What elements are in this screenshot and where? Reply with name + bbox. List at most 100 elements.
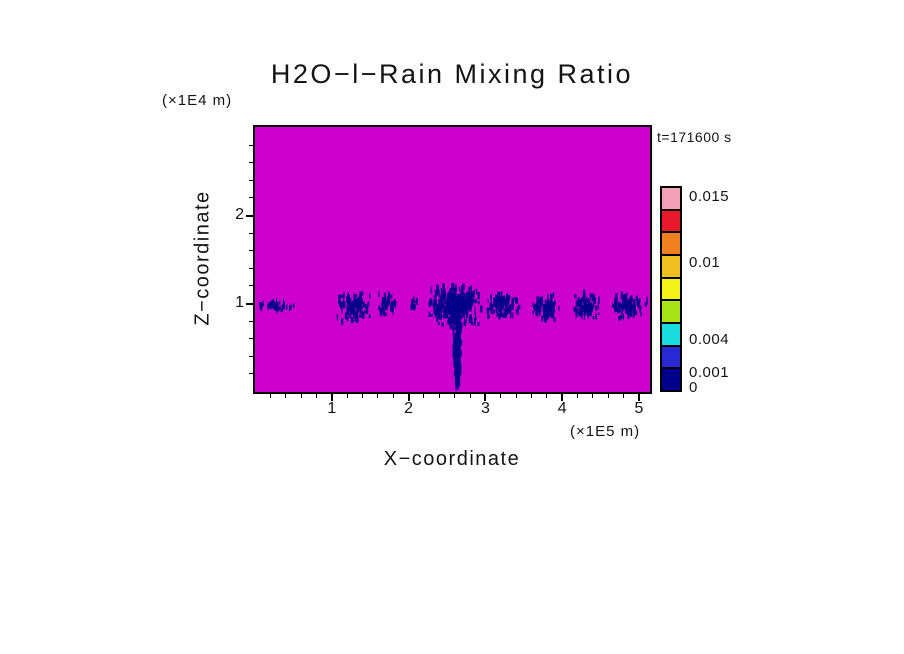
rain-feature-speckle [455, 284, 457, 291]
rain-feature-speckle [346, 316, 349, 322]
rain-feature-speckle [460, 285, 463, 293]
rain-feature-speckle [495, 294, 497, 299]
rain-feature-speckle [436, 313, 439, 321]
rain-feature-speckle [357, 297, 361, 305]
x-axis-tick [577, 394, 579, 398]
rain-feature-speckle [459, 345, 461, 350]
rain-feature-speckle [279, 306, 281, 310]
rain-feature-speckle [626, 306, 629, 311]
rain-feature-speckle [433, 307, 435, 315]
rain-feature-speckle [633, 299, 636, 305]
rain-feature-speckle [621, 307, 624, 315]
rain-feature-speckle [620, 291, 623, 300]
rain-feature-speckle [544, 314, 547, 322]
rain-feature-speckle [278, 301, 281, 305]
rain-feature-speckle [411, 298, 414, 306]
rain-feature-speckle [464, 316, 466, 324]
rain-feature-speckle [437, 307, 440, 315]
rain-feature-speckle [618, 316, 621, 321]
rain-feature-speckle [471, 297, 474, 302]
rain-feature-speckle [413, 296, 415, 302]
rain-feature-speckle [447, 298, 450, 303]
rain-feature-speckle [452, 344, 454, 351]
rain-feature-speckle [459, 339, 463, 346]
rain-feature-speckle [443, 283, 445, 288]
rain-feature-speckle [354, 300, 358, 307]
rain-feature-speckle [443, 306, 446, 313]
rain-feature-speckle [493, 297, 495, 305]
rain-feature-speckle [450, 306, 452, 310]
rain-feature-speckle [626, 299, 629, 303]
rain-feature-speckle [356, 297, 359, 304]
colorbar-segment [662, 188, 680, 209]
rain-feature-speckle [354, 297, 356, 305]
z-axis-unit-label: (×1E4 m) [162, 92, 233, 109]
rain-feature-speckle [344, 312, 348, 320]
x-axis-tick [392, 394, 394, 398]
rain-feature-speckle [380, 302, 383, 306]
z-axis-tick [249, 285, 253, 287]
rain-feature-speckle [617, 303, 619, 307]
rain-feature-speckle [622, 315, 624, 319]
rain-feature-speckle [474, 299, 477, 304]
rain-feature-speckle [639, 306, 641, 313]
rain-feature-speckle [552, 292, 555, 298]
rain-feature-speckle [498, 313, 501, 320]
rain-feature-speckle [368, 314, 371, 318]
rain-feature-speckle [458, 342, 460, 346]
rain-feature-speckle [453, 372, 457, 378]
rain-feature-speckle [591, 307, 593, 312]
rain-feature-speckle [547, 298, 549, 307]
rain-feature-speckle [384, 305, 386, 310]
rain-feature-speckle [493, 309, 496, 314]
rain-feature-speckle [627, 315, 630, 319]
rain-feature-speckle [573, 307, 576, 312]
rain-feature-speckle [497, 291, 500, 299]
rain-feature-speckle [458, 356, 460, 362]
rain-feature-speckle [444, 315, 447, 319]
rain-feature-speckle [357, 308, 360, 311]
rain-feature-speckle [535, 301, 539, 305]
rain-feature-speckle [452, 331, 455, 339]
rain-feature-speckle [589, 292, 591, 301]
rain-feature-speckle [350, 306, 353, 315]
rain-feature-speckle [359, 294, 361, 297]
rain-feature-speckle [624, 297, 626, 303]
rain-feature-speckle [438, 313, 441, 320]
rain-feature-speckle [452, 308, 455, 316]
rain-feature-speckle [442, 286, 445, 294]
z-axis-tick [249, 144, 253, 146]
rain-feature-speckle [625, 297, 627, 306]
rain-feature-speckle [487, 314, 490, 319]
rain-feature-speckle [551, 311, 554, 319]
rain-feature-speckle [460, 351, 462, 357]
rain-feature-speckle [477, 292, 480, 300]
z-axis-tick [249, 197, 253, 199]
rain-feature-speckle [435, 309, 438, 315]
rain-feature-speckle [442, 310, 444, 314]
x-axis-tick [607, 394, 609, 398]
rain-feature-speckle [439, 304, 442, 310]
rain-feature-speckle [449, 290, 453, 295]
rain-feature-speckle [506, 298, 508, 302]
x-axis-tick [484, 394, 487, 401]
rain-feature-speckle [585, 295, 587, 302]
rain-feature-speckle [454, 316, 457, 322]
rain-feature-speckle [507, 295, 510, 300]
rain-feature-speckle [588, 299, 591, 307]
rain-feature-speckle [453, 288, 456, 294]
rain-feature-speckle [511, 298, 515, 305]
rain-feature-speckle [472, 291, 475, 296]
rain-feature-speckle [338, 301, 342, 307]
rain-feature-speckle [474, 310, 476, 315]
rain-feature-speckle [346, 296, 349, 303]
rain-feature-speckle [541, 316, 544, 322]
rain-feature-speckle [340, 318, 344, 325]
rain-feature-speckle [267, 303, 269, 310]
rain-feature-speckle [619, 305, 621, 313]
rain-feature-speckle [457, 381, 459, 387]
rain-feature-speckle [534, 303, 537, 312]
rain-feature-speckle [455, 354, 458, 360]
rain-feature-speckle [622, 294, 625, 300]
rain-feature-speckle [433, 295, 436, 303]
